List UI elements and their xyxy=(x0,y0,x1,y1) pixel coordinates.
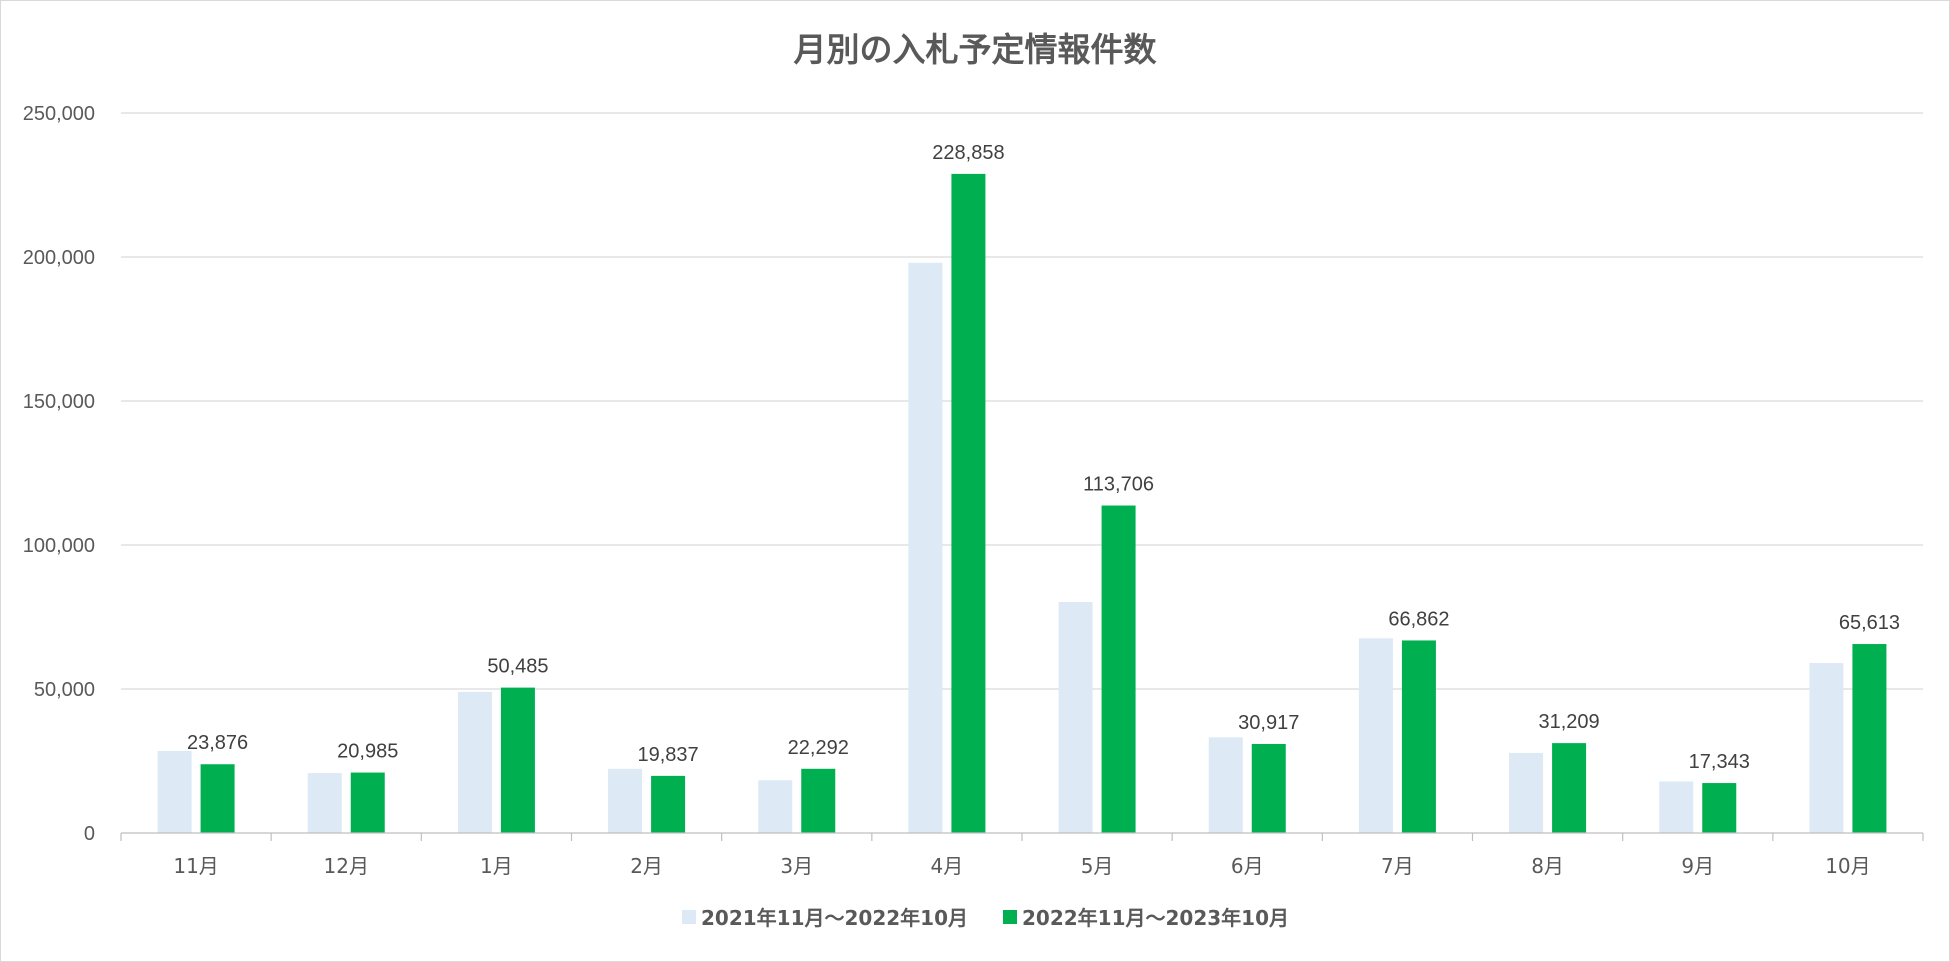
bar-series-2 xyxy=(651,775,686,833)
x-tick-label: 9月 xyxy=(1681,854,1714,878)
bar-series-2 xyxy=(1251,743,1286,833)
bar-series-2 xyxy=(1552,743,1587,833)
bar-series-2 xyxy=(500,687,535,833)
bar-series-1 xyxy=(157,750,192,833)
data-label: 31,209 xyxy=(1538,711,1599,733)
y-tick-label: 50,000 xyxy=(34,679,95,701)
bar-series-2 xyxy=(801,768,836,833)
x-tick-label: 6月 xyxy=(1231,854,1264,878)
legend-label-series-1: 2021年11月～2022年10月 xyxy=(701,906,968,930)
bar-series-1 xyxy=(1659,781,1694,833)
data-label: 50,485 xyxy=(487,656,548,678)
bar-series-1 xyxy=(457,691,492,833)
bar-series-1 xyxy=(307,773,342,833)
x-tick-label: 5月 xyxy=(1081,854,1114,878)
legend-swatch-series-2 xyxy=(1003,910,1017,924)
bar-series-2 xyxy=(1101,505,1136,833)
x-tick-label: 1月 xyxy=(480,854,513,878)
data-label: 20,985 xyxy=(337,741,398,763)
data-label: 17,343 xyxy=(1689,751,1750,773)
data-label: 113,706 xyxy=(1083,474,1154,496)
bar-series-1 xyxy=(1809,663,1844,833)
bar-series-2 xyxy=(350,772,385,833)
y-tick-label: 250,000 xyxy=(23,103,95,125)
x-tick-label: 12月 xyxy=(324,854,369,878)
x-tick-label: 2月 xyxy=(630,854,663,878)
data-label: 22,292 xyxy=(788,737,849,759)
bar-series-1 xyxy=(608,768,643,833)
x-tick-label: 3月 xyxy=(780,854,813,878)
bar-series-1 xyxy=(908,262,943,833)
x-tick-label: 8月 xyxy=(1531,854,1564,878)
bar-series-2 xyxy=(1401,640,1436,833)
data-label: 30,917 xyxy=(1238,712,1299,734)
y-tick-label: 150,000 xyxy=(23,391,95,413)
legend-label-series-2: 2022年11月～2023年10月 xyxy=(1022,906,1289,930)
gridlines xyxy=(121,112,1923,690)
bar-series-1 xyxy=(1358,638,1393,833)
legend-swatch-series-1 xyxy=(682,910,696,924)
data-label: 23,876 xyxy=(187,732,248,754)
y-tick-label: 0 xyxy=(84,823,95,845)
x-tick-label: 4月 xyxy=(931,854,964,878)
bar-series-2 xyxy=(1702,783,1737,833)
x-tick-label: 11月 xyxy=(173,854,218,878)
bars xyxy=(157,173,1887,833)
x-tick-label: 10月 xyxy=(1825,854,1870,878)
data-labels: 23,876 20,985 50,485 19,837 22,292 228,858 113… xyxy=(187,142,1900,773)
bar-series-1 xyxy=(758,780,793,833)
bar-series-1 xyxy=(1509,752,1544,833)
data-label: 65,613 xyxy=(1839,612,1900,634)
bar-series-2 xyxy=(951,173,986,833)
bar-series-2 xyxy=(200,764,235,833)
y-axis-ticks: 0 50,000 100,000 150,000 200,000 250,000 xyxy=(23,103,95,845)
y-tick-label: 100,000 xyxy=(23,535,95,557)
y-tick-label: 200,000 xyxy=(23,247,95,269)
x-axis: 11月 12月 1月 2月 3月 4月 5月 6月 7月 8月 9月 10月 xyxy=(120,832,1924,878)
data-label: 228,858 xyxy=(932,142,1004,164)
bar-series-1 xyxy=(1208,737,1243,833)
chart-title: 月別の入札予定情報件数 xyxy=(794,30,1158,69)
bar-series-1 xyxy=(1058,602,1093,833)
data-label: 19,837 xyxy=(637,744,698,766)
data-label: 66,862 xyxy=(1388,608,1449,630)
bar-series-2 xyxy=(1852,644,1887,833)
x-tick-label: 7月 xyxy=(1381,854,1414,878)
legend: 2021年11月～2022年10月 2022年11月～2023年10月 xyxy=(682,906,1289,930)
